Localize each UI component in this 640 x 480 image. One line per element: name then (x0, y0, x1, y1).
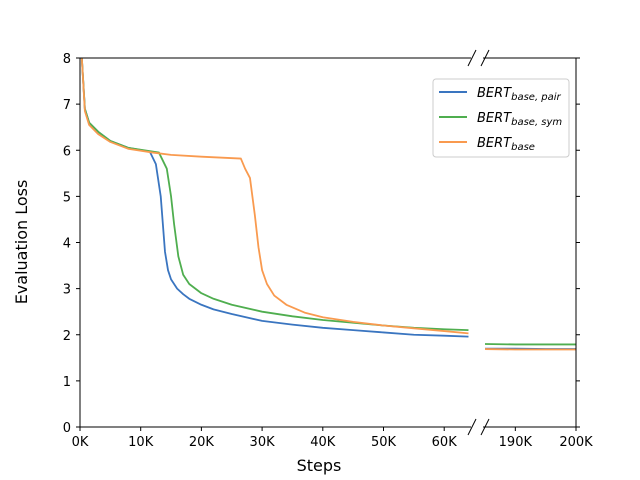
y-tick-label: 7 (63, 98, 71, 113)
x-tick-label: 190K (499, 435, 533, 450)
x-tick-label: 10K (128, 435, 154, 450)
x-tick-label: 40K (310, 435, 336, 450)
x-tick-label: 60K (432, 435, 458, 450)
legend-entry-1: BERTbase, sym (477, 111, 562, 128)
series-line-2 (80, 57, 469, 335)
x-tick-label: 0K (72, 435, 89, 450)
y-tick-label: 6 (63, 144, 71, 159)
y-tick-label: 4 (63, 237, 71, 252)
x-axis-label: Steps (297, 456, 342, 475)
x-tick-label: 30K (250, 435, 276, 450)
series-line-1 (80, 57, 469, 332)
legend-entry-0: BERTbase, pair (477, 86, 562, 103)
axis-break-marks (467, 49, 490, 436)
series-line-0 (80, 57, 469, 338)
y-tick-label: 8 (63, 52, 71, 67)
legend: BERTbase, pair BERTbase, sym BERTbase (432, 78, 570, 158)
y-tick-label: 2 (63, 329, 71, 344)
y-axis-ticks: 0 1 2 3 4 5 6 7 8 (63, 52, 580, 436)
y-tick-label: 1 (63, 375, 71, 390)
x-axis-ticks: 0K 10K 20K 30K 40K 50K 60K 190K 200K (72, 427, 593, 450)
y-tick-label: 3 (63, 283, 71, 298)
y-tick-label: 5 (63, 190, 71, 205)
x-tick-label: 200K (559, 435, 593, 450)
y-tick-label: 0 (63, 421, 71, 436)
legend-entry-2: BERTbase (477, 136, 535, 153)
y-axis-label: Evaluation Loss (12, 180, 31, 305)
x-tick-label: 20K (189, 435, 215, 450)
plot-lines (80, 57, 576, 351)
x-tick-label: 50K (371, 435, 397, 450)
